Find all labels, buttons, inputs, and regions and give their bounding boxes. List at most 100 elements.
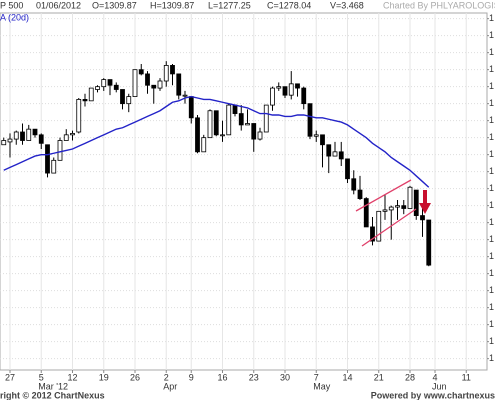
candle-body [38,134,44,144]
candle-body [138,69,144,75]
y-tick-label: 1 [489,13,494,23]
y-tick-label: 1 [489,166,494,176]
candle-body [363,198,369,228]
x-tick-label: 11 [462,372,471,382]
candle-body [113,84,119,90]
x-tick-label: 5 [39,372,44,382]
channel-line [361,208,417,247]
ohlc-item: L=1277.25 [208,0,251,10]
candle-body [257,131,263,140]
footer-left: right © 2012 ChartNexus [0,390,105,400]
candle-body [132,69,138,97]
candle-body [95,86,100,90]
x-tick-label: 19 [99,372,109,382]
ohlc-item: H=1309.87 [150,0,194,10]
candle-body [313,134,319,137]
legend-label: A (20d) [0,12,29,22]
candle-body [282,86,288,96]
candle-body [226,104,232,136]
candle-body [307,103,313,137]
y-tick-label: 1 [489,115,494,125]
candle-body [332,151,338,157]
x-tick-label: 16 [217,372,227,382]
candle-body [401,205,407,209]
x-tick-label: 7 [314,372,319,382]
candle-body [13,131,19,140]
candle-body [57,140,63,161]
candle-body [301,87,307,105]
x-tick-label: 2 [164,372,169,382]
trend-channel [355,179,431,247]
candle-body [420,215,425,221]
y-tick-label: 1 [489,200,494,210]
candle-body [357,189,363,199]
arrow-head [419,203,431,214]
footer-right: Powered by www.chartnexus [371,390,495,400]
candle-body [151,84,157,89]
candle-body [120,89,125,105]
ohlc-item: C=1278.04 [267,0,311,10]
x-tick-label: 27 [5,372,15,382]
y-tick-label: 1 [489,302,494,312]
candle-body [145,73,150,86]
date: 01/06/2012 [36,0,81,10]
y-tick-label: 1 [489,268,494,278]
candle-body [270,87,275,106]
candle-body [45,144,50,174]
candle-body [107,79,113,86]
candle-body [220,134,225,137]
candle-body [351,178,357,191]
candle-body [238,113,244,126]
candle-body [326,144,332,157]
y-tick-label: 1 [489,234,494,244]
candle-body [295,83,300,89]
candle-body [345,158,350,180]
candle-body [370,226,375,242]
candle-body [251,123,257,140]
candle-body [413,189,419,216]
x-tick-label: 26 [130,372,140,382]
ohlc-item: V=3.468 [330,0,364,10]
candle-body [32,128,38,136]
y-tick-label: 1 [489,183,494,193]
plot-area [0,13,487,370]
x-tick-label: 4 [432,372,437,382]
candle-body [163,65,169,82]
candle-body [320,134,325,146]
x-tick-label: 30 [280,372,290,382]
x-tick-label: 28 [405,372,415,382]
symbol: P 500 [0,0,23,10]
candle-body [195,117,200,153]
candle-body [395,205,400,208]
candle-body [182,94,188,97]
candle-body [157,80,163,89]
candle-body [207,110,213,139]
y-tick-label: 1 [489,336,494,346]
candle-body [407,186,413,209]
candle-body [70,133,75,136]
candle-body [101,79,107,88]
candle-body [20,131,25,141]
channel-line [355,179,412,212]
candle-body [388,206,394,211]
candle-body [76,99,82,133]
month-label: Mar '12 [38,381,68,391]
month-label: Apr [163,381,177,391]
y-tick-label: 1 [489,30,494,40]
month-label: May [313,381,331,391]
y-tick-label: 1 [489,319,494,329]
candle-body [63,134,69,141]
y-tick-label: 1 [489,47,494,57]
candle-body [188,96,194,119]
plot-frame [0,12,488,371]
candle-body [126,96,132,105]
candle-body [82,99,88,102]
candle-body [245,123,250,126]
y-tick-label: 1 [489,217,494,227]
candle-body [26,128,32,141]
ma-line [3,95,430,188]
candle-body [288,83,294,96]
y-tick-label: 1 [489,98,494,108]
